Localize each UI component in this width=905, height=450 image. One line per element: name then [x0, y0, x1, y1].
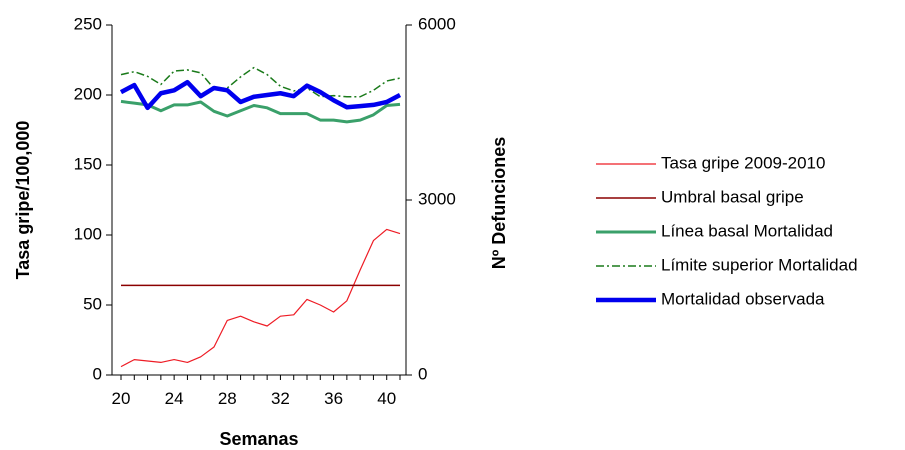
legend-label: Umbral basal gripe: [661, 187, 804, 206]
ticks-left: 0 50 100 150 200 250: [74, 14, 112, 383]
y-left-tick-label: 50: [83, 294, 102, 313]
ticks-x: 20 24 28 32 36 40: [112, 375, 401, 408]
x-tick-label: 20: [112, 389, 131, 408]
y-axis-right-title: Nº Defunciones: [489, 137, 509, 270]
legend-label: Tasa gripe 2009-2010: [661, 153, 825, 172]
x-tick-label: 28: [218, 389, 237, 408]
x-tick-label: 36: [324, 389, 343, 408]
x-tick-label: 32: [271, 389, 290, 408]
legend-label: Límite superior Mortalidad: [661, 255, 858, 274]
y-left-tick-label: 250: [74, 14, 102, 33]
y-left-tick-label: 100: [74, 224, 102, 243]
axes: [111, 25, 407, 376]
series-line-0: [120, 228, 401, 368]
legend-label: Línea basal Mortalidad: [661, 221, 833, 240]
series-line-3: [120, 66, 401, 98]
x-axis-title: Semanas: [219, 429, 298, 449]
y-left-tick-label: 200: [74, 84, 102, 103]
x-tick-label: 40: [377, 389, 396, 408]
y-right-tick-label: 6000: [418, 14, 456, 33]
y-left-tick-label: 150: [74, 154, 102, 173]
plot-lines: [119, 66, 402, 368]
legend: Tasa gripe 2009-2010 Umbral basal gripe Lí…: [596, 153, 858, 308]
legend-label: Mortalidad observada: [661, 289, 825, 308]
ticks-right: 0 3000 6000: [406, 14, 456, 383]
y-right-tick-label: 3000: [418, 189, 456, 208]
y-right-tick-label: 0: [418, 364, 427, 383]
y-left-tick-label: 0: [93, 364, 102, 383]
series-line-2: [120, 99, 401, 124]
series-line-4: [119, 79, 402, 111]
y-axis-left-title: Tasa gripe/100,000: [13, 121, 33, 280]
x-tick-label: 24: [165, 389, 184, 408]
